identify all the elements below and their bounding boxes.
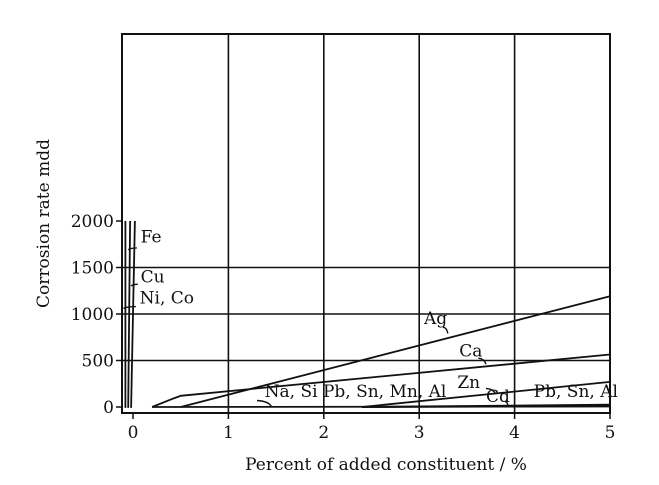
axis-ticks: 0 1 2 3 4 5 0 500 1000 1500 2000	[71, 212, 616, 443]
grid	[122, 34, 610, 413]
series-line-zn	[361, 381, 611, 408]
y-tick-label: 0	[103, 398, 114, 418]
y-tick-label: 500	[82, 352, 114, 372]
y-tick-label: 1000	[71, 305, 114, 325]
series-label: Zn	[457, 373, 480, 393]
series-label: Ag	[423, 309, 447, 329]
series-line-pb-sn-al	[361, 405, 611, 408]
annotation-leader	[485, 387, 497, 395]
series-label: Fe	[141, 227, 162, 247]
series-label: Cd	[486, 387, 510, 407]
x-axis-label: Percent of added constituent / %	[245, 455, 527, 475]
plot-frame	[121, 33, 611, 414]
x-tick-label: 1	[223, 423, 234, 443]
series-label: Cu	[141, 267, 165, 287]
annotation-leader	[504, 400, 509, 406]
x-tick-label: 0	[128, 423, 139, 443]
x-tick-label: 4	[509, 423, 520, 443]
series-line-ni-co	[130, 220, 136, 408]
series-label: Ni, Co	[140, 288, 194, 308]
annotation-leader	[127, 247, 137, 251]
series-label: Pb, Sn, Al	[534, 382, 618, 402]
annotation-leader	[256, 399, 272, 407]
annotation-leader	[130, 283, 138, 287]
y-tick-label: 2000	[71, 212, 114, 232]
series-label: Ca	[459, 341, 482, 361]
series-label: Na, Si Pb, Sn, Mn, Al	[265, 382, 447, 402]
series-line-ca	[151, 353, 611, 408]
x-tick-label: 3	[414, 423, 425, 443]
x-tick-label: 2	[318, 423, 329, 443]
series-line-cu	[127, 220, 131, 408]
x-tick-label: 5	[605, 423, 616, 443]
annotation-leader	[123, 305, 136, 310]
annotation-leader	[478, 357, 487, 365]
y-axis-label: Corrosion rate mdd	[34, 139, 54, 308]
annotation-leader	[442, 326, 449, 334]
series-lines	[124, 220, 611, 408]
y-tick-label: 1500	[71, 259, 114, 279]
